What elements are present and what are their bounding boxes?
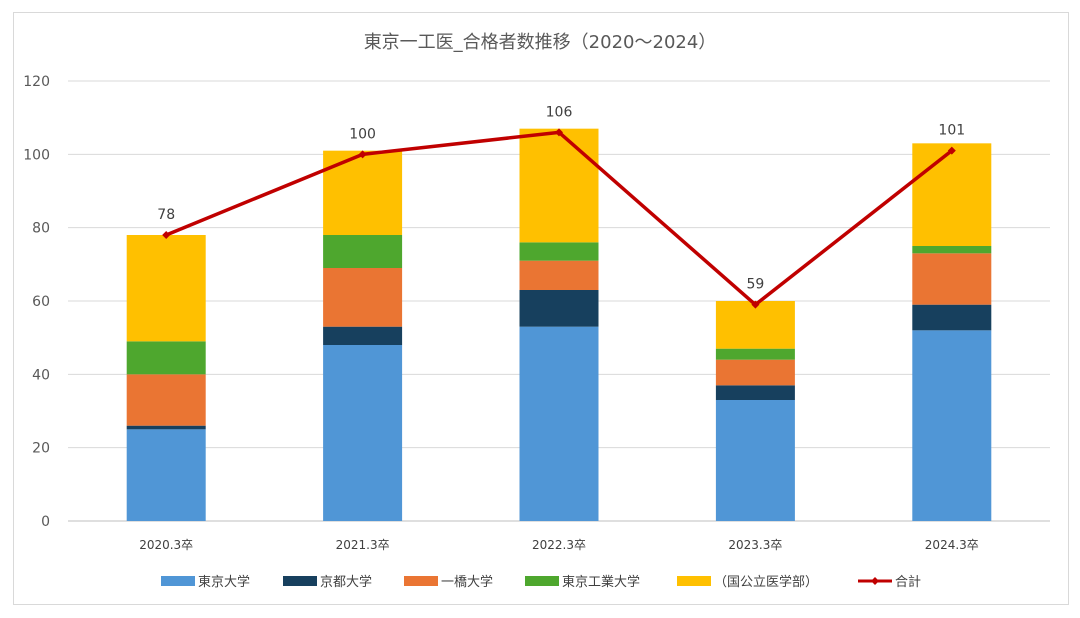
bar-segment bbox=[126, 235, 206, 342]
legend-item: 一橋大学 bbox=[404, 574, 493, 590]
y-tick-label: 100 bbox=[23, 147, 50, 163]
y-tick-label: 60 bbox=[32, 294, 50, 310]
legend-item: 京都大学 bbox=[283, 574, 372, 590]
bar-series bbox=[126, 128, 992, 521]
bar-segment bbox=[715, 400, 795, 521]
bar-segment bbox=[715, 359, 795, 386]
total-line-point bbox=[358, 150, 367, 159]
legend-label: 一橋大学 bbox=[441, 574, 493, 590]
legend-item: 合計 bbox=[858, 574, 921, 590]
bar-segment bbox=[912, 304, 992, 331]
legend-marker bbox=[871, 577, 879, 585]
bar-segment bbox=[519, 290, 599, 327]
legend-swatch bbox=[677, 576, 711, 586]
legend-item: 東京工業大学 bbox=[525, 574, 640, 590]
bar-segment bbox=[323, 150, 403, 235]
legend-label: 東京大学 bbox=[198, 574, 250, 590]
y-tick-label: 0 bbox=[41, 514, 50, 530]
legend-item: 東京大学 bbox=[161, 574, 250, 590]
bar-segment bbox=[519, 260, 599, 290]
bar-segment bbox=[126, 429, 206, 521]
data-label: 59 bbox=[746, 277, 764, 293]
legend-label: 京都大学 bbox=[320, 574, 372, 590]
y-axis: 0 20 40 60 80 100 120 bbox=[23, 74, 50, 530]
total-line-point bbox=[751, 300, 760, 309]
legend-swatch bbox=[404, 576, 438, 586]
total-line-point bbox=[947, 146, 956, 155]
y-tick-label: 80 bbox=[32, 221, 50, 237]
x-tick-label: 2020.3卒 bbox=[139, 538, 193, 552]
legend-swatch bbox=[161, 576, 195, 586]
y-tick-label: 120 bbox=[23, 74, 50, 90]
bar-segment bbox=[912, 330, 992, 521]
data-label: 78 bbox=[157, 207, 175, 223]
bar-segment bbox=[519, 326, 599, 521]
legend-label: 東京工業大学 bbox=[562, 574, 640, 590]
x-tick-label: 2023.3卒 bbox=[728, 538, 782, 552]
bar-segment bbox=[912, 246, 992, 254]
bar-segment bbox=[323, 326, 403, 345]
x-tick-label: 2021.3卒 bbox=[336, 538, 390, 552]
x-axis: 2020.3卒 2021.3卒 2022.3卒 2023.3卒 2024.3卒 bbox=[139, 538, 979, 552]
bar-segment bbox=[912, 143, 992, 246]
y-tick-label: 40 bbox=[32, 367, 50, 383]
data-label: 101 bbox=[938, 123, 965, 139]
legend-label: （国公立医学部） bbox=[714, 574, 818, 590]
bar-segment bbox=[323, 268, 403, 327]
legend-label: 合計 bbox=[895, 574, 921, 590]
bar-segment bbox=[912, 253, 992, 305]
y-tick-label: 20 bbox=[32, 441, 50, 457]
bar-segment bbox=[126, 425, 206, 430]
bar-segment bbox=[715, 348, 795, 360]
bar-segment bbox=[519, 242, 599, 261]
legend-swatch bbox=[525, 576, 559, 586]
bar-segment bbox=[715, 385, 795, 400]
bar-segment bbox=[323, 345, 403, 521]
total-line-series: 78 100 106 59 101 bbox=[157, 104, 965, 309]
x-tick-label: 2022.3卒 bbox=[532, 538, 586, 552]
bar-segment bbox=[323, 235, 403, 268]
bar-segment bbox=[519, 128, 599, 243]
legend-swatch bbox=[283, 576, 317, 586]
chart-title: 東京一工医_合格者数推移（2020～2024） bbox=[364, 32, 717, 53]
total-line-point bbox=[555, 128, 563, 137]
data-label: 106 bbox=[546, 104, 573, 120]
bar-segment bbox=[126, 374, 206, 426]
bar-segment bbox=[715, 301, 795, 349]
x-tick-label: 2024.3卒 bbox=[925, 538, 979, 552]
legend-item: （国公立医学部） bbox=[677, 574, 818, 590]
bar-segment bbox=[126, 341, 206, 375]
data-label: 100 bbox=[349, 126, 376, 142]
total-line-point bbox=[162, 231, 171, 239]
legend: 東京大学 京都大学 一橋大学 東京工業大学 （国公立医学部） 合計 bbox=[161, 574, 921, 590]
